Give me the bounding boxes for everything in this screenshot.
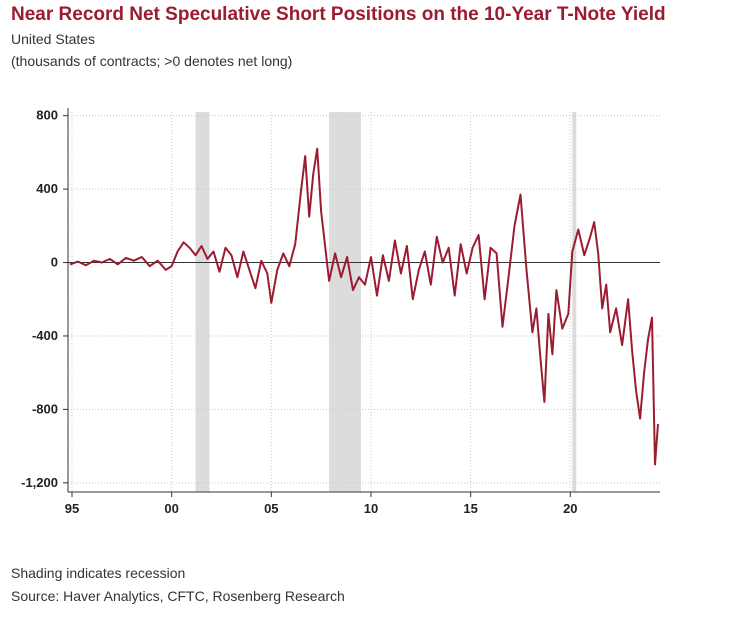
y-tick-label: -1,200 — [21, 475, 58, 490]
y-tick-label: -400 — [32, 328, 58, 343]
x-tick-label: 05 — [264, 501, 278, 516]
x-tick-label: 15 — [463, 501, 477, 516]
y-tick-label: -800 — [32, 401, 58, 416]
y-tick-label: 400 — [36, 181, 58, 196]
recession-note: Shading indicates recession — [11, 565, 186, 581]
recession-band — [329, 112, 362, 492]
recession-band — [195, 112, 210, 492]
units-note: (thousands of contracts; >0 denotes net … — [11, 53, 293, 69]
y-tick-label: 800 — [36, 108, 58, 123]
recession-shading-layer — [195, 112, 577, 492]
x-tick-label: 10 — [364, 501, 378, 516]
tick-labels: 800 400 0 -400 -800 -1,200 95 00 05 10 15 20 — [21, 108, 577, 516]
line-chart: 800 400 0 -400 -800 -1,200 95 00 05 10 15 20 — [21, 108, 660, 516]
chart-title: Near Record Net Speculative Short Positi… — [11, 4, 666, 25]
series-layer — [69, 147, 659, 466]
recession-band — [572, 112, 577, 492]
x-tick-label: 20 — [563, 501, 577, 516]
source-note: Source: Haver Analytics, CFTC, Rosenberg… — [11, 588, 345, 604]
gridlines — [68, 112, 660, 492]
chart-subtitle: United States — [11, 31, 96, 47]
series-line — [69, 147, 659, 466]
y-tick-label: 0 — [51, 255, 58, 270]
x-tick-label: 00 — [164, 501, 178, 516]
x-tick-label: 95 — [65, 501, 79, 516]
axes — [63, 108, 660, 497]
